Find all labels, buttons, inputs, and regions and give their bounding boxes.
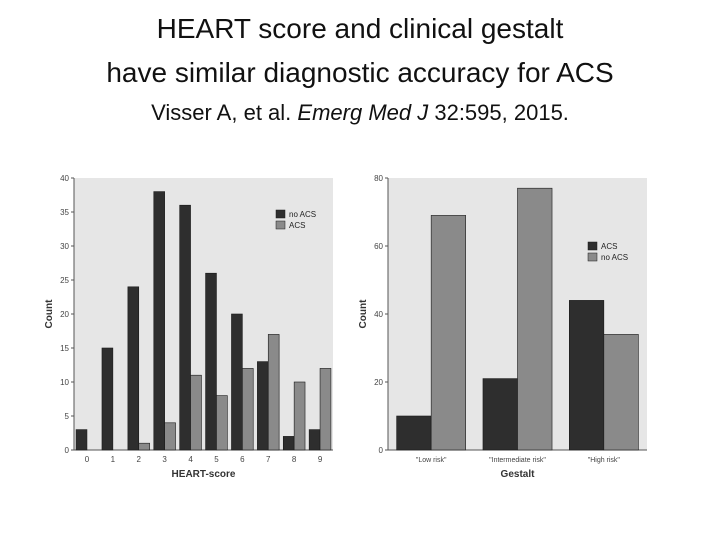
heart-y-tick-label: 5 bbox=[65, 412, 70, 421]
heart-score-chart-panel: 0 5 10 15 20 25 30 35 40 0 1 2 3 4 5 6 7 8 9 HEART-score Cou… bbox=[40, 160, 340, 490]
heart-bar bbox=[101, 347, 114, 451]
page-title-line-2: have similar diagnostic accuracy for ACS bbox=[106, 57, 614, 88]
page-title-line-1: HEART score and clinical gestalt bbox=[156, 13, 564, 44]
gestalt-bar bbox=[430, 215, 466, 451]
heart-y-tick-label: 15 bbox=[60, 344, 69, 353]
heart-bar bbox=[231, 313, 243, 451]
heart-x-tick-label: 0 bbox=[85, 455, 90, 464]
heart-x-tick-label: 3 bbox=[162, 455, 167, 464]
gestalt-x-tick-label: "Low risk" bbox=[416, 457, 447, 464]
heart-bar bbox=[179, 204, 191, 451]
gestalt-legend-label: no ACS bbox=[601, 253, 628, 262]
gestalt-bar bbox=[569, 300, 605, 451]
gestalt-x-tick-label: "High risk" bbox=[588, 457, 621, 464]
citation-authors: Visser A, et al. bbox=[151, 100, 298, 125]
heart-bar bbox=[319, 368, 332, 451]
heart-x-tick-label: 9 bbox=[318, 455, 323, 464]
heart-plot-area bbox=[74, 178, 333, 450]
heart-bar bbox=[164, 422, 176, 451]
heart-bar bbox=[127, 286, 140, 451]
heart-y-tick-label: 25 bbox=[60, 276, 69, 285]
heart-y-tick-label: 0 bbox=[65, 446, 70, 455]
citation: Visser A, et al. Emerg Med J 32:595, 201… bbox=[0, 98, 720, 128]
heart-x-tick-label: 8 bbox=[292, 455, 297, 464]
gestalt-x-axis-label: Gestalt bbox=[501, 469, 536, 480]
heart-bar bbox=[257, 361, 269, 451]
gestalt-bar bbox=[517, 187, 553, 451]
gestalt-legend: ACS no ACS bbox=[587, 241, 628, 262]
heart-bar bbox=[308, 429, 321, 451]
heart-y-tick-label: 30 bbox=[60, 242, 69, 251]
heart-x-tick-label: 4 bbox=[188, 455, 193, 464]
heart-y-tick-label: 10 bbox=[60, 378, 69, 387]
heart-y-tick-label: 35 bbox=[60, 208, 69, 217]
gestalt-chart: 0 20 40 60 80 "Low risk" "Intermediate risk" "H… bbox=[358, 174, 647, 480]
heart-x-tick-label: 7 bbox=[266, 455, 271, 464]
heart-y-tick-label: 20 bbox=[60, 310, 69, 319]
gestalt-bar bbox=[482, 378, 518, 451]
heart-x-axis-label: HEART-score bbox=[172, 469, 236, 480]
heart-bar bbox=[242, 368, 254, 451]
gestalt-y-axis-label: Count bbox=[358, 299, 369, 329]
heart-bar bbox=[216, 395, 228, 451]
heart-bar bbox=[153, 191, 165, 451]
gestalt-y-tick-label: 80 bbox=[374, 174, 383, 183]
heart-x-tick-label: 5 bbox=[214, 455, 219, 464]
heart-legend-swatch bbox=[275, 220, 286, 230]
gestalt-legend-swatch bbox=[587, 252, 598, 262]
heart-bar bbox=[293, 381, 306, 451]
heart-x-tick-label: 6 bbox=[240, 455, 245, 464]
heart-bar bbox=[75, 429, 88, 451]
heart-bar bbox=[267, 334, 280, 451]
heart-bar bbox=[190, 374, 202, 451]
heart-score-chart: 0 5 10 15 20 25 30 35 40 0 1 2 3 4 5 6 7 8 9 HEART-score Cou… bbox=[44, 174, 333, 480]
heart-y-axis-label: Count bbox=[44, 299, 55, 329]
gestalt-bar bbox=[603, 334, 639, 451]
heart-x-tick-label: 1 bbox=[111, 455, 116, 464]
gestalt-y-tick-label: 40 bbox=[374, 310, 383, 319]
gestalt-y-tick-label: 60 bbox=[374, 242, 383, 251]
gestalt-x-tick-label: "Intermediate risk" bbox=[489, 457, 546, 464]
gestalt-legend-label: ACS bbox=[601, 242, 617, 251]
heart-bar bbox=[282, 436, 295, 451]
citation-details: 32:595, 2015. bbox=[428, 100, 569, 125]
gestalt-chart-panel: 0 20 40 60 80 "Low risk" "Intermediate risk" "H… bbox=[354, 160, 654, 490]
heart-legend-label: no ACS bbox=[289, 210, 316, 219]
gestalt-y-tick-label: 20 bbox=[374, 378, 383, 387]
heart-legend-swatch bbox=[275, 209, 286, 219]
gestalt-y-tick-label: 0 bbox=[379, 446, 384, 455]
heart-x-tick-label: 2 bbox=[137, 455, 142, 464]
heart-bar bbox=[205, 272, 217, 451]
citation-journal: Emerg Med J bbox=[297, 100, 429, 125]
heart-legend-label: ACS bbox=[289, 221, 305, 230]
gestalt-legend-swatch bbox=[587, 241, 598, 251]
heart-legend: no ACS ACS bbox=[275, 209, 316, 230]
heart-y-tick-label: 40 bbox=[60, 174, 69, 183]
heart-bar bbox=[138, 442, 150, 451]
gestalt-bar bbox=[396, 415, 432, 451]
